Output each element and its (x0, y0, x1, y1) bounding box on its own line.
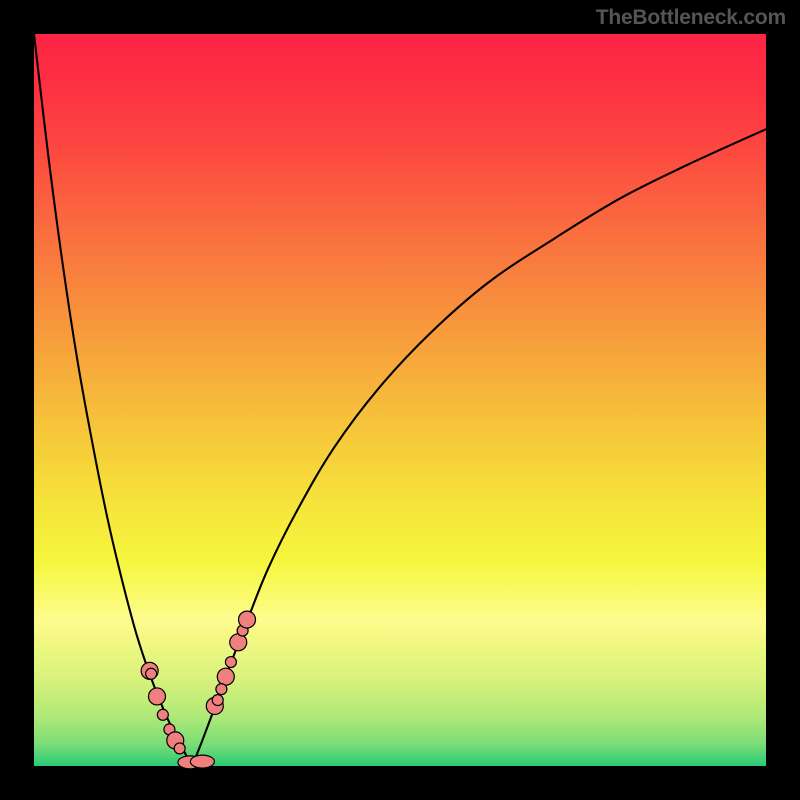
chart-frame: TheBottleneck.com (0, 0, 800, 800)
data-marker (217, 668, 234, 685)
data-marker (174, 743, 185, 754)
data-marker (212, 695, 223, 706)
data-marker (157, 709, 168, 720)
data-marker (148, 688, 165, 705)
data-marker (239, 611, 256, 628)
plot-area (34, 34, 766, 766)
plot-svg (34, 34, 766, 766)
data-marker (190, 755, 214, 768)
watermark-text: TheBottleneck.com (596, 6, 786, 30)
data-marker (216, 684, 227, 695)
data-marker (225, 657, 236, 668)
data-marker (146, 668, 157, 679)
